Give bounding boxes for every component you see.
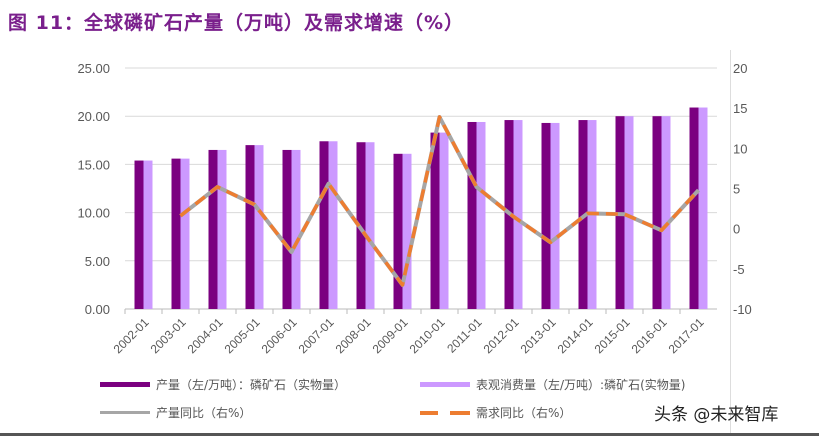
right-tick-label: 15	[733, 101, 747, 116]
x-tick-label: 2013-01	[518, 315, 559, 356]
bar-production	[171, 158, 181, 309]
chart: 0.00 5.00 10.00 15.00 20.00 25.00 -10 -5 0 5 10 15 2…	[77, 61, 752, 356]
left-tick-label: 15.00	[77, 157, 110, 172]
bar-production	[282, 149, 292, 309]
bar-consumption	[624, 116, 634, 309]
bar-consumption	[143, 160, 153, 309]
bar-consumption	[328, 141, 338, 309]
right-tick-label: 0	[733, 222, 740, 237]
bar-consumption	[217, 149, 227, 309]
chart-frame	[58, 50, 731, 434]
left-tick-label: 5.00	[85, 254, 110, 269]
bar-consumption	[402, 153, 412, 309]
bar-consumption	[180, 158, 190, 309]
x-tick-label: 2011-01	[444, 315, 485, 356]
right-tick-label: 20	[733, 61, 747, 76]
left-tick-label: 10.00	[77, 206, 110, 221]
bar-production	[652, 116, 662, 309]
x-tick-label: 2012-01	[481, 315, 522, 356]
right-tick-label: 5	[733, 182, 740, 197]
x-tick-label: 2004-01	[185, 315, 226, 356]
bar-consumption	[550, 122, 560, 309]
x-tick-label: 2010-01	[407, 315, 448, 356]
x-tick-label: 2008-01	[333, 315, 374, 356]
x-tick-label: 2003-01	[148, 315, 189, 356]
x-tick-label: 2016-01	[629, 315, 670, 356]
right-tick-label: -10	[733, 302, 752, 317]
legend-swatch	[100, 411, 150, 414]
chart-title: 图 11：全球磷矿石产量（万吨）及需求增速（%）	[8, 12, 465, 34]
x-tick-label: 2005-01	[222, 315, 263, 356]
legend-label: 表观消费量（左/万吨）:磷矿石(实物量)	[476, 378, 686, 392]
legend-item-production-yoy: 产量同比（右%）	[100, 404, 251, 421]
x-tick-label: 2017-01	[666, 315, 707, 356]
bar-consumption	[254, 145, 264, 309]
bar-production	[541, 122, 551, 309]
x-tick-label: 2014-01	[555, 315, 596, 356]
left-tick-label: 20.00	[77, 109, 110, 124]
bar-production	[689, 107, 699, 309]
right-tick-label: 10	[733, 141, 747, 156]
bar-consumption	[513, 120, 523, 309]
bar-consumption	[291, 149, 301, 309]
x-tick-label: 2007-01	[296, 315, 337, 356]
legend-swatch	[420, 382, 470, 387]
legend-item-production: 产量（左/万吨）：磷矿石（实物量）	[100, 376, 346, 393]
bar-consumption	[476, 121, 486, 309]
bar-consumption	[439, 132, 449, 309]
bar-consumption	[661, 116, 671, 309]
legend-label: 需求同比（右%）	[476, 406, 572, 420]
bar-production	[208, 149, 218, 309]
right-tick-label: -5	[733, 262, 745, 277]
legend-swatch	[100, 382, 150, 387]
bar-production	[467, 121, 477, 309]
divider	[0, 433, 819, 436]
x-tick-label: 2006-01	[259, 315, 300, 356]
bar-production	[245, 145, 255, 309]
legend-label: 产量（左/万吨）：磷矿石（实物量）	[156, 378, 347, 392]
bar-production	[319, 141, 329, 309]
watermark: 头条 @未来智库	[654, 405, 779, 425]
x-tick-label: 2002-01	[111, 315, 152, 356]
bar-production	[393, 153, 403, 309]
legend-swatch	[420, 410, 470, 415]
left-tick-label: 25.00	[77, 61, 110, 76]
left-tick-label: 0.00	[85, 302, 110, 317]
legend-item-consumption: 表观消费量（左/万吨）:磷矿石(实物量)	[420, 376, 685, 393]
x-tick-label: 2015-01	[592, 315, 633, 356]
bar-production	[134, 160, 144, 309]
bar-consumption	[698, 107, 708, 309]
legend-label: 产量同比（右%）	[156, 406, 252, 420]
bar-consumption	[365, 142, 375, 309]
bar-production	[430, 132, 440, 309]
legend-item-demand-yoy: 需求同比（右%）	[420, 404, 571, 421]
x-tick-label: 2009-01	[370, 315, 411, 356]
